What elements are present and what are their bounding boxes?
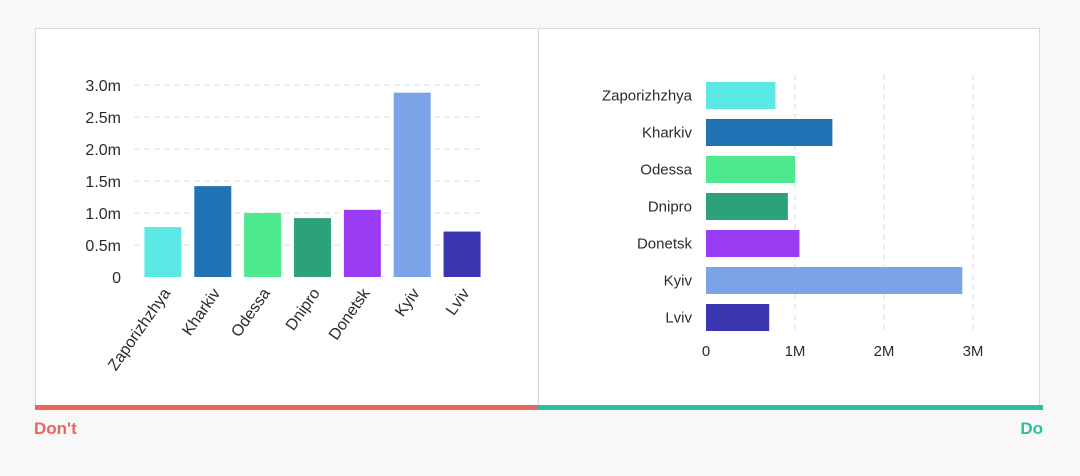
xtick-label-kyiv: Kyiv xyxy=(392,286,423,321)
bar-odessa xyxy=(706,156,795,183)
bar-odessa xyxy=(244,213,282,277)
bar-zaporizhzhya xyxy=(144,227,182,277)
ytick-label-6: 3.0m xyxy=(85,78,121,95)
ytick-label-4: 2.0m xyxy=(85,142,121,159)
dont-chart-panel xyxy=(35,28,537,408)
xtick-label-zaporizhzhya: Zaporizhzhya xyxy=(105,285,174,374)
ytick-label-0: 0 xyxy=(112,270,121,287)
ytick-label-lviv: Lviv xyxy=(665,310,692,327)
vertical-bar-chart: 0 0.5m 1.0m 1.5m 2.0m 2.5m 3.0m Zaporizhzhya Kha… xyxy=(85,78,483,374)
dont-caption: Don't xyxy=(34,419,77,438)
do-accent-bar xyxy=(538,405,1043,410)
ytick-label-1: 0.5m xyxy=(85,238,121,255)
ytick-label-dnipro: Dnipro xyxy=(648,199,692,216)
bar-donetsk xyxy=(343,209,381,277)
xtick-label-3: 3M xyxy=(963,343,984,360)
xtick-label-kharkiv: Kharkiv xyxy=(180,286,225,339)
xtick-label-odessa: Odessa xyxy=(228,285,274,340)
xtick-label-donetsk: Donetsk xyxy=(326,285,374,344)
ytick-label-kyiv: Kyiv xyxy=(664,273,693,290)
ytick-label-odessa: Odessa xyxy=(640,162,692,179)
do-chart-panel xyxy=(538,28,1040,408)
do-caption: Do xyxy=(1020,419,1043,438)
ytick-label-3: 1.5m xyxy=(85,174,121,191)
bar-kharkiv xyxy=(706,119,833,146)
bar-kharkiv xyxy=(194,186,232,277)
bar-zaporizhzhya xyxy=(706,82,776,109)
dont-accent-bar xyxy=(35,405,538,410)
bar-dnipro xyxy=(294,218,331,277)
ytick-label-5: 2.5m xyxy=(85,110,121,127)
bar-lviv xyxy=(706,304,770,331)
bar-lviv xyxy=(443,231,481,277)
horizontal-bar-chart: 0 1M 2M 3M Zaporizhzhya Kharkiv Odessa Dnipro Do… xyxy=(602,74,984,360)
bar-kyiv xyxy=(706,267,963,294)
bar-donetsk xyxy=(706,230,800,257)
xtick-label-lviv: Lviv xyxy=(443,286,473,319)
xtick-label-1: 1M xyxy=(785,343,806,360)
ytick-label-donetsk: Donetsk xyxy=(637,236,693,253)
xtick-label-dnipro: Dnipro xyxy=(283,285,324,333)
ytick-label-kharkiv: Kharkiv xyxy=(642,125,693,142)
xtick-label-2: 2M xyxy=(874,343,895,360)
bar-dnipro xyxy=(706,193,788,220)
bar-kyiv xyxy=(393,92,431,278)
ytick-label-zaporizhzhya: Zaporizhzhya xyxy=(602,88,693,105)
xtick-label-0: 0 xyxy=(702,343,710,360)
ytick-label-2: 1.0m xyxy=(85,206,121,223)
